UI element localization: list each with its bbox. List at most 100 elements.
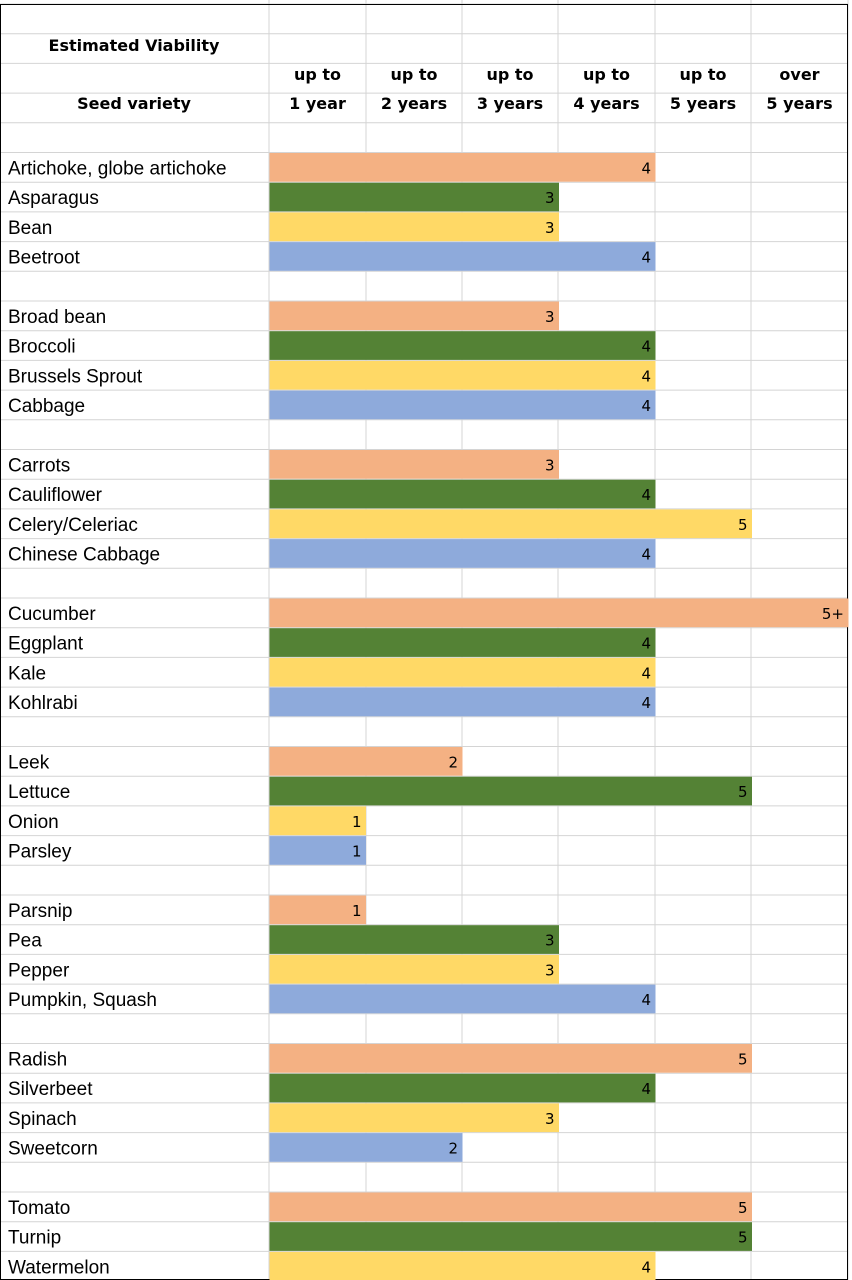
column-header-3-line1: up to	[486, 65, 534, 84]
seed-variety-label: Beetroot	[8, 247, 81, 268]
seed-variety-label: Silverbeet	[8, 1079, 93, 1100]
bar-value-label: 4	[641, 486, 651, 504]
bar-value-label: 2	[448, 1139, 458, 1157]
seed-variety-header: Seed variety	[77, 94, 191, 113]
seed-variety-label: Celery/Celeriac	[8, 515, 138, 536]
bar	[269, 1103, 559, 1133]
bar	[269, 628, 656, 657]
bar	[269, 984, 656, 1014]
bar	[269, 687, 656, 717]
bar	[269, 1192, 752, 1222]
seed-variety-label: Pepper	[8, 960, 70, 981]
seed-variety-label: Parsnip	[8, 901, 72, 922]
bar-value-label: 2	[448, 753, 458, 771]
seed-variety-label: Parsley	[8, 841, 72, 862]
seed-variety-label: Pea	[8, 931, 42, 952]
bar-value-label: 4	[641, 397, 651, 415]
bar	[269, 539, 656, 568]
column-header-3-line2: 3 years	[476, 94, 544, 113]
bar-value-label: 5	[738, 516, 748, 534]
seed-variety-label: Kale	[8, 663, 46, 684]
bar	[269, 509, 752, 539]
bar	[269, 301, 559, 331]
seed-variety-label: Artichoke, globe artichoke	[8, 158, 227, 179]
bar-value-label: 3	[545, 932, 555, 950]
bar-value-label: 3	[545, 308, 555, 326]
bar-value-label: 4	[641, 367, 651, 385]
column-header-5-line1: up to	[679, 65, 727, 84]
seed-variety-label: Radish	[8, 1049, 67, 1070]
bar-value-label: 4	[641, 1080, 651, 1098]
seed-variety-label: Broccoli	[8, 337, 76, 358]
bar	[269, 836, 366, 865]
bar-value-label: 5	[738, 783, 748, 801]
seed-variety-label: Chinese Cabbage	[8, 544, 160, 565]
seed-variety-label: Broad bean	[8, 307, 106, 328]
bar-value-label: 5	[738, 1199, 748, 1217]
bar-value-label: 3	[545, 219, 555, 237]
bar-value-label: 3	[545, 1110, 555, 1128]
bar	[269, 212, 559, 242]
seed-variety-label: Asparagus	[8, 188, 99, 209]
seed-variety-label: Watermelon	[8, 1257, 110, 1278]
seed-variety-label: Carrots	[8, 455, 70, 476]
bar-value-label: 4	[641, 991, 651, 1009]
seed-variety-label: Onion	[8, 812, 59, 833]
bar	[269, 776, 752, 806]
bar-value-label: 4	[641, 694, 651, 712]
bar	[269, 806, 366, 836]
seed-variety-label: Eggplant	[8, 634, 84, 655]
seed-variety-label: Turnip	[8, 1228, 61, 1249]
seed-variety-label: Leek	[8, 752, 50, 773]
seed-variety-label: Cauliflower	[8, 485, 103, 506]
bar-value-label: 4	[641, 248, 651, 266]
bar	[269, 479, 656, 509]
bar	[269, 242, 656, 271]
column-header-6-line2: 5 years	[766, 94, 833, 113]
bar-value-label: 1	[352, 842, 362, 860]
seed-variety-label: Kohlrabi	[8, 693, 78, 714]
bar-value-label: 3	[545, 456, 555, 474]
column-header-4-line2: 4 years	[573, 94, 640, 113]
bar-value-label: 5+	[822, 605, 844, 623]
bar-value-label: 4	[641, 338, 651, 356]
bar	[269, 1044, 752, 1073]
bar-value-label: 4	[641, 159, 651, 177]
seed-variety-label: Bean	[8, 218, 52, 239]
bar	[269, 360, 656, 390]
seed-variety-label: Cucumber	[8, 604, 96, 625]
bar-value-label: 4	[641, 1258, 651, 1276]
bar-value-label: 1	[352, 813, 362, 831]
seed-variety-label: Brussels Sprout	[8, 366, 143, 387]
bar	[269, 598, 849, 628]
seed-variety-label: Tomato	[8, 1198, 70, 1219]
column-header-2-line2: 2 years	[380, 94, 448, 113]
bar-value-label: 1	[352, 902, 362, 920]
bar	[269, 450, 559, 479]
column-header-1-line1: up to	[293, 65, 342, 84]
bar-value-label: 3	[545, 961, 555, 979]
column-header-5-line2: 5 years	[669, 94, 737, 113]
seed-variety-label: Sweetcorn	[8, 1138, 98, 1159]
bar	[269, 1133, 463, 1162]
bar	[269, 954, 559, 984]
column-header-4-line1: up to	[582, 65, 631, 84]
bar-value-label: 4	[641, 664, 651, 682]
seed-variety-label: Cabbage	[8, 396, 85, 417]
bar	[269, 1073, 656, 1103]
bar-value-label: 4	[641, 545, 651, 563]
bar	[269, 747, 463, 776]
seed-variety-label: Spinach	[8, 1109, 77, 1130]
bar	[269, 895, 366, 925]
column-header-6-line1: over	[779, 65, 820, 84]
column-header-2-line1: up to	[390, 65, 438, 84]
bar-value-label: 5	[738, 1050, 748, 1068]
bar	[269, 1222, 752, 1251]
column-header-1-line2: 1 year	[289, 94, 346, 113]
bar	[269, 1251, 656, 1280]
bar	[269, 331, 656, 360]
bar-value-label: 4	[641, 635, 651, 653]
seed-variety-label: Lettuce	[8, 782, 70, 803]
